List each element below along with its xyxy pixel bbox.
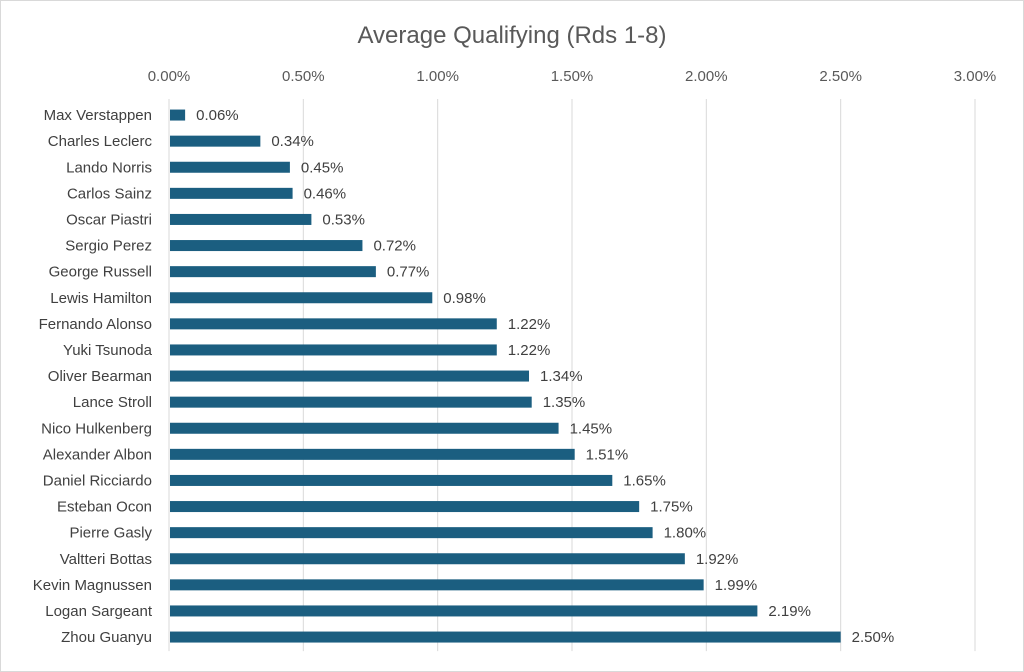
bar: [170, 344, 497, 356]
data-label: 1.65%: [623, 472, 666, 489]
x-tick-label: 0.00%: [148, 68, 191, 85]
data-label: 1.75%: [650, 499, 693, 516]
x-tick-label: 1.50%: [551, 68, 594, 85]
data-label: 0.06%: [196, 107, 239, 124]
bar: [170, 396, 532, 408]
category-label: Max Verstappen: [44, 107, 152, 124]
category-label: Kevin Magnussen: [33, 577, 152, 594]
data-label: 1.92%: [696, 551, 739, 568]
data-label: 2.50%: [852, 629, 895, 646]
x-tick-label: 1.00%: [416, 68, 459, 85]
bar: [170, 318, 497, 330]
y-axis-categories: Max Verstappen Charles Leclerc Lando Norri…: [33, 107, 153, 646]
category-label: Fernando Alonso: [39, 316, 152, 333]
bar: [170, 553, 685, 565]
bar: [170, 501, 640, 513]
x-axis-ticks: 0.00% 0.50% 1.00% 1.50% 2.00% 2.50% 3.00%: [148, 68, 997, 85]
category-label: Nico Hulkenberg: [41, 420, 152, 437]
data-label: 0.98%: [443, 290, 486, 307]
data-label: 1.22%: [508, 316, 551, 333]
category-label: Logan Sargeant: [45, 603, 153, 620]
data-label: 1.80%: [664, 525, 707, 542]
bar: [170, 527, 653, 539]
bar: [170, 135, 261, 147]
data-label: 1.35%: [543, 394, 586, 411]
bar: [170, 448, 575, 460]
bar: [170, 266, 376, 278]
category-label: Lando Norris: [66, 159, 152, 176]
data-label: 1.51%: [586, 446, 629, 463]
data-labels: 0.06% 0.34% 0.45% 0.46% 0.53% 0.72% 0.77% 0.98%…: [196, 107, 894, 646]
bar: [170, 579, 704, 591]
category-label: Carlos Sainz: [67, 185, 152, 202]
x-tick-label: 2.50%: [819, 68, 862, 85]
bar: [170, 474, 613, 486]
data-label: 1.34%: [540, 368, 583, 385]
bar: [170, 161, 290, 173]
data-label: 0.72%: [373, 238, 416, 255]
category-label: Lewis Hamilton: [50, 290, 152, 307]
data-label: 2.19%: [768, 603, 811, 620]
bar: [170, 605, 758, 617]
x-tick-label: 2.00%: [685, 68, 728, 85]
x-tick-label: 3.00%: [954, 68, 997, 85]
bars: [170, 109, 841, 643]
data-label: 0.77%: [387, 264, 430, 281]
data-label: 0.46%: [304, 185, 347, 202]
category-label: Yuki Tsunoda: [63, 342, 153, 359]
bar: [170, 240, 363, 252]
category-label: Oliver Bearman: [48, 368, 152, 385]
chart-title: Average Qualifying (Rds 1-8): [357, 22, 666, 49]
data-label: 0.53%: [322, 211, 365, 228]
bar: [170, 370, 530, 382]
category-label: Pierre Gasly: [69, 525, 152, 542]
category-label: Zhou Guanyu: [61, 629, 152, 646]
bar: [170, 292, 433, 304]
x-tick-label: 0.50%: [282, 68, 325, 85]
category-label: George Russell: [49, 264, 152, 281]
data-label: 0.34%: [271, 133, 314, 150]
data-label: 1.22%: [508, 342, 551, 359]
data-label: 1.45%: [570, 420, 613, 437]
category-label: Charles Leclerc: [48, 133, 153, 150]
bar: [170, 187, 293, 199]
category-label: Valtteri Bottas: [60, 551, 152, 568]
data-label: 0.45%: [301, 159, 344, 176]
category-label: Alexander Albon: [43, 446, 152, 463]
category-label: Esteban Ocon: [57, 499, 152, 516]
category-label: Lance Stroll: [73, 394, 152, 411]
bar: [170, 109, 186, 121]
bar: [170, 213, 312, 225]
bar: [170, 631, 841, 643]
bar: [170, 422, 559, 434]
category-label: Sergio Perez: [65, 238, 152, 255]
data-label: 1.99%: [715, 577, 758, 594]
category-label: Oscar Piastri: [66, 211, 152, 228]
category-label: Daniel Ricciardo: [43, 472, 152, 489]
